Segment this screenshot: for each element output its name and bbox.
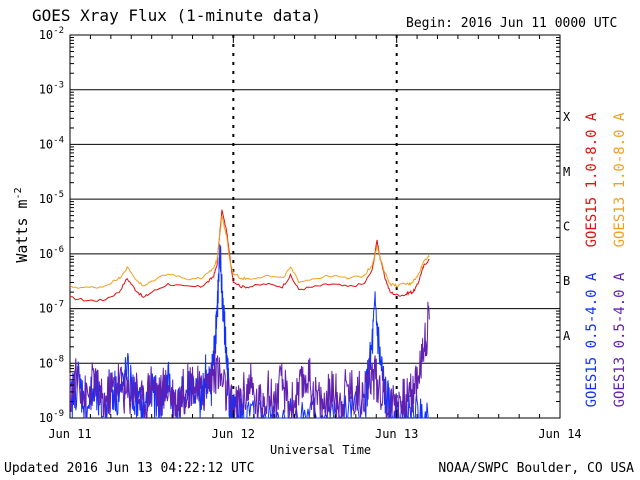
credit: NOAA/SWPC Boulder, CO USA <box>438 461 634 476</box>
flare-class-label: X <box>563 110 571 124</box>
flare-class-label: C <box>563 220 570 234</box>
series-line-0 <box>69 209 430 302</box>
flare-class-label: M <box>563 165 570 179</box>
legend-goes15-short: GOES15 0.5-4.0 A <box>584 272 600 408</box>
series-line-3 <box>69 301 430 420</box>
x-tick-label: Jun 14 <box>538 427 581 441</box>
updated-time: Updated 2016 Jun 13 04:22:12 UTC <box>4 461 255 476</box>
x-tick-label: Jun 12 <box>212 427 255 441</box>
axis-layer: 10-9 10-8 10-7 10-6 10-5 10-4 10-3 10-2 Jun 11 Ju… <box>39 26 582 441</box>
y-axis-label: Watts m-2 <box>13 187 31 263</box>
flare-class-label: A <box>563 329 571 343</box>
y-tick-label: 10-6 <box>39 245 64 261</box>
x-tick-label: Jun 11 <box>48 427 91 441</box>
y-tick-label: 10-4 <box>39 135 64 151</box>
y-tick-label: 10-3 <box>39 81 64 97</box>
x-tick-label: Jun 13 <box>375 427 418 441</box>
series-line-1 <box>69 215 430 289</box>
grid-layer <box>69 34 561 419</box>
y-tick-label: 10-7 <box>39 300 64 316</box>
y-tick-label: 10-9 <box>39 409 64 425</box>
chart-title: GOES Xray Flux (1-minute data) <box>32 6 321 25</box>
legend-goes15-long: GOES15 1.0-8.0 A <box>584 112 600 248</box>
plot-frame <box>69 34 561 419</box>
legend-goes13-long: GOES13 1.0-8.0 A <box>612 112 628 248</box>
y-tick-label: 10-5 <box>39 190 64 206</box>
legend-goes13-short: GOES13 0.5-4.0 A <box>612 272 628 408</box>
series-layer <box>69 209 430 420</box>
flare-class-label: B <box>563 274 570 288</box>
begin-time: Begin: 2016 Jun 11 0000 UTC <box>406 16 618 31</box>
y-tick-label: 10-8 <box>39 354 64 370</box>
y-tick-label: 10-2 <box>39 26 64 42</box>
x-axis-label: Universal Time <box>270 443 372 457</box>
